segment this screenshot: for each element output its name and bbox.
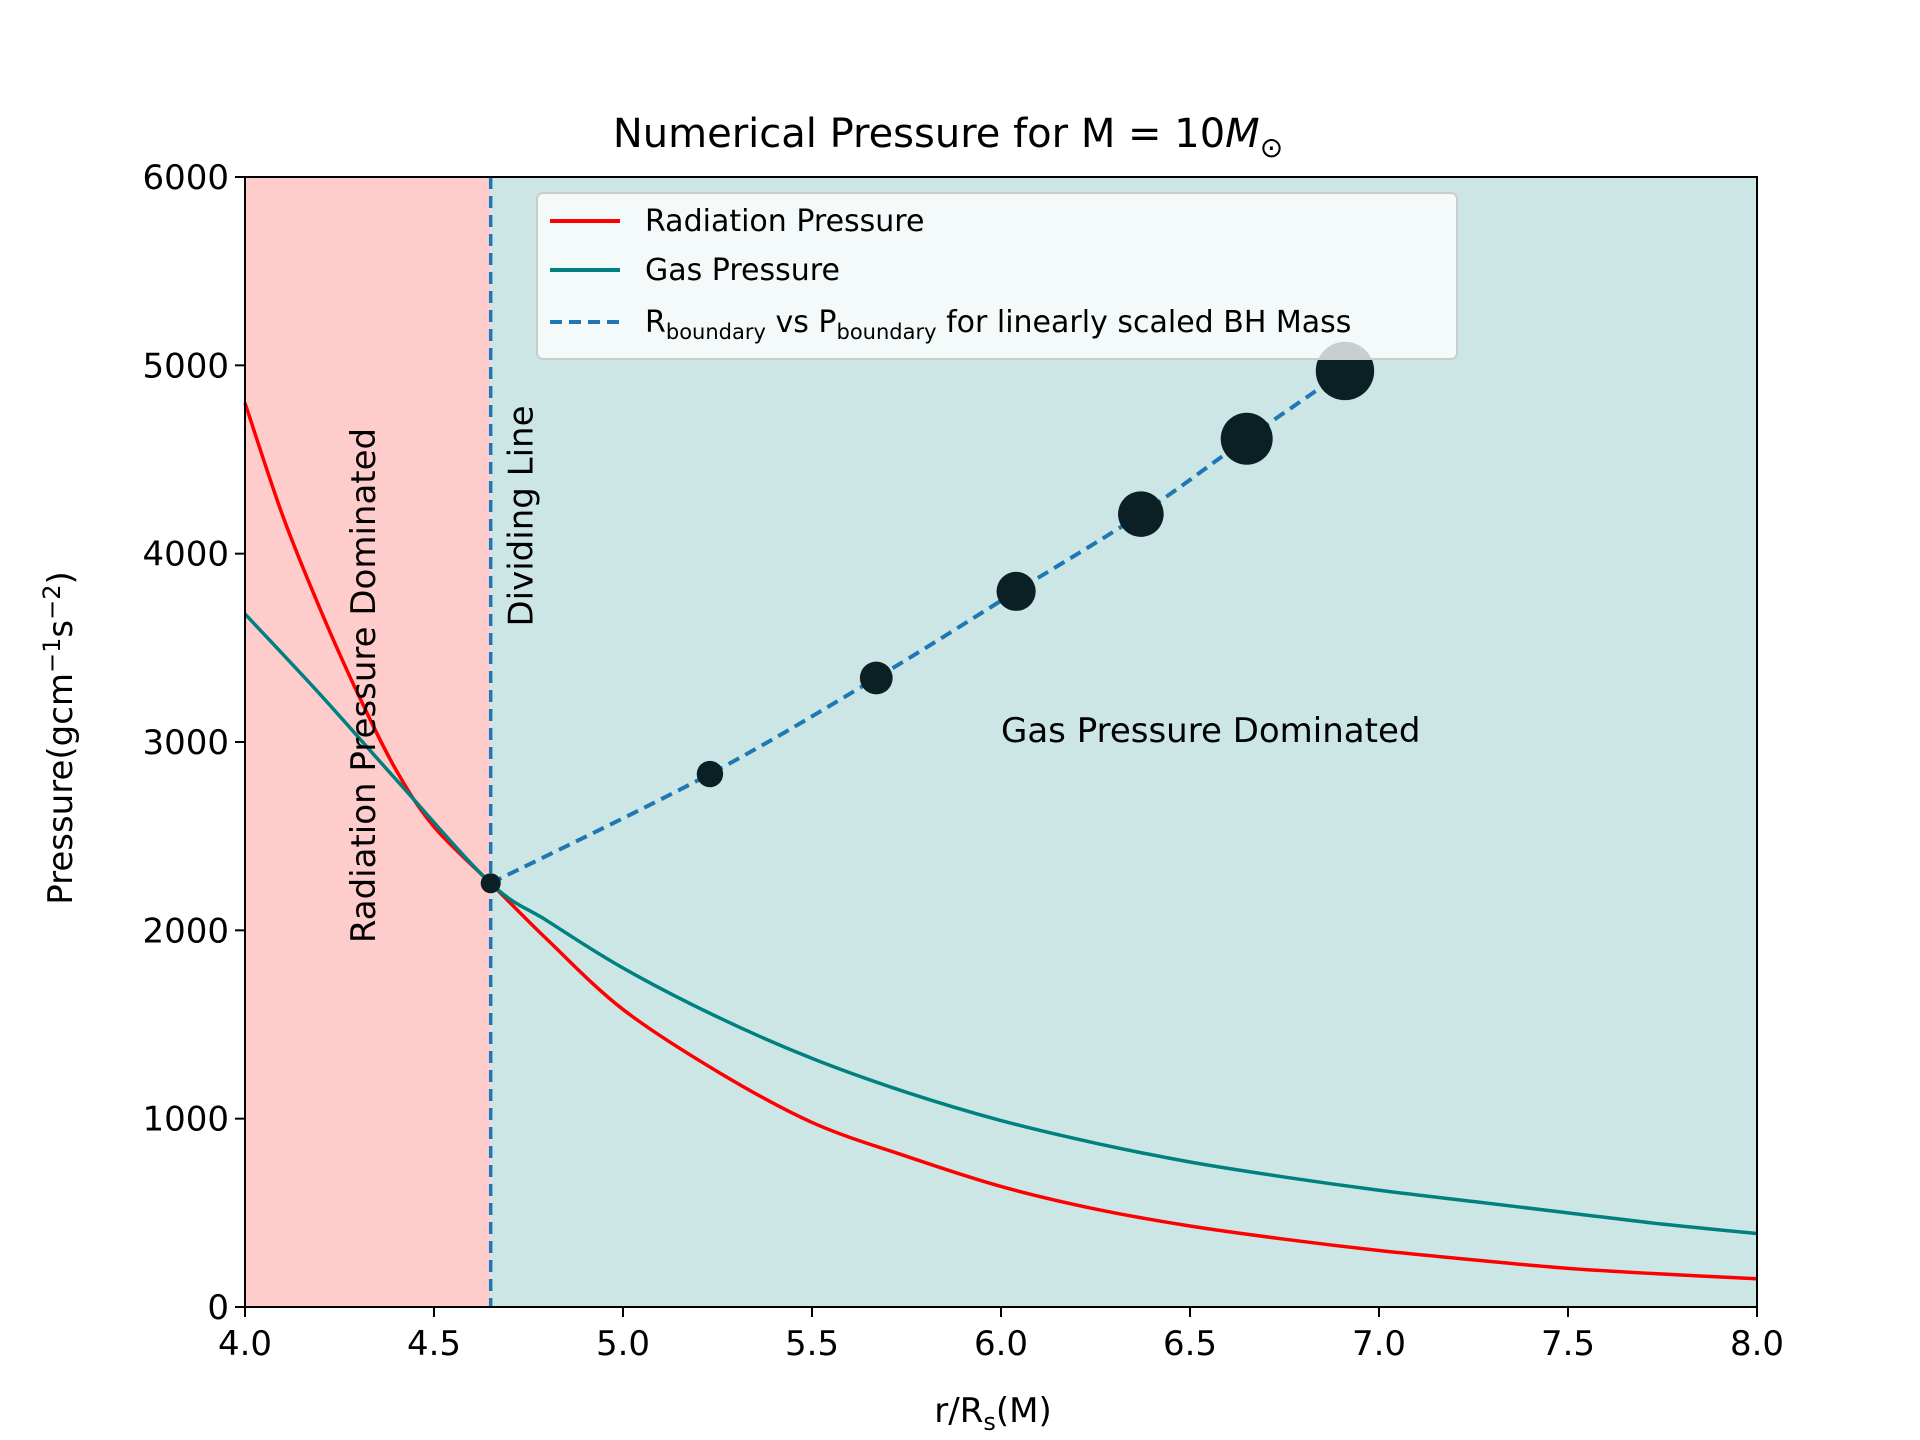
gas-dominated-region [490, 177, 1758, 1307]
legend-gas-label: Gas Pressure [645, 253, 840, 288]
x-tick-label: 5.5 [785, 1324, 839, 1364]
radiation-dominated-region [245, 177, 491, 1307]
chart-title: Numerical Pressure for M = 10M⊙ [613, 111, 1283, 164]
y-tick-label: 5000 [142, 346, 229, 386]
y-axis-ticks: 0 1000 2000 3000 4000 5000 6000 [142, 158, 245, 1328]
y-axis-label: Pressure(gcm−1s−2) [38, 571, 81, 905]
y-tick-label: 0 [207, 1288, 229, 1328]
y-tick-label: 4000 [142, 535, 229, 575]
x-tick-label: 8.0 [1730, 1324, 1784, 1364]
x-tick-label: 5.0 [596, 1324, 650, 1364]
legend-box [536, 192, 1458, 360]
y-tick-label: 1000 [142, 1100, 229, 1140]
y-tick-label: 2000 [142, 911, 229, 951]
x-axis-label: r/Rs(M) [934, 1391, 1051, 1436]
x-tick-label: 7.0 [1352, 1324, 1406, 1364]
x-tick-label: 6.5 [1163, 1324, 1217, 1364]
x-axis-ticks: 4.0 4.5 5.0 5.5 6.0 6.5 7.0 7.5 8.0 [218, 1307, 1784, 1364]
x-tick-label: 4.0 [218, 1324, 272, 1364]
x-tick-label: 7.5 [1541, 1324, 1595, 1364]
boundary-point [996, 571, 1036, 611]
boundary-point [1220, 412, 1273, 465]
boundary-point [696, 760, 724, 788]
x-tick-label: 6.0 [974, 1324, 1028, 1364]
y-tick-label: 6000 [142, 158, 229, 198]
gas-region-label: Gas Pressure Dominated [1001, 711, 1420, 751]
radiation-region-label: Radiation Pressure Dominated [344, 428, 384, 943]
gas-pressure-line [243, 612, 1758, 1236]
boundary-point [859, 661, 893, 695]
legend-radiation-label: Radiation Pressure [645, 204, 924, 239]
x-tick-label: 4.5 [407, 1324, 461, 1364]
radiation-pressure-line [243, 402, 1758, 1281]
legend: Radiation Pressure Gas Pressure Rboundar… [536, 192, 1458, 360]
boundary-point [480, 873, 501, 894]
legend-boundary-label: Rboundary vs Pboundary for linearly scal… [645, 305, 1351, 344]
y-tick-label: 3000 [142, 723, 229, 763]
dividing-line-label: Dividing Line [502, 405, 542, 626]
boundary-point [1118, 491, 1164, 537]
